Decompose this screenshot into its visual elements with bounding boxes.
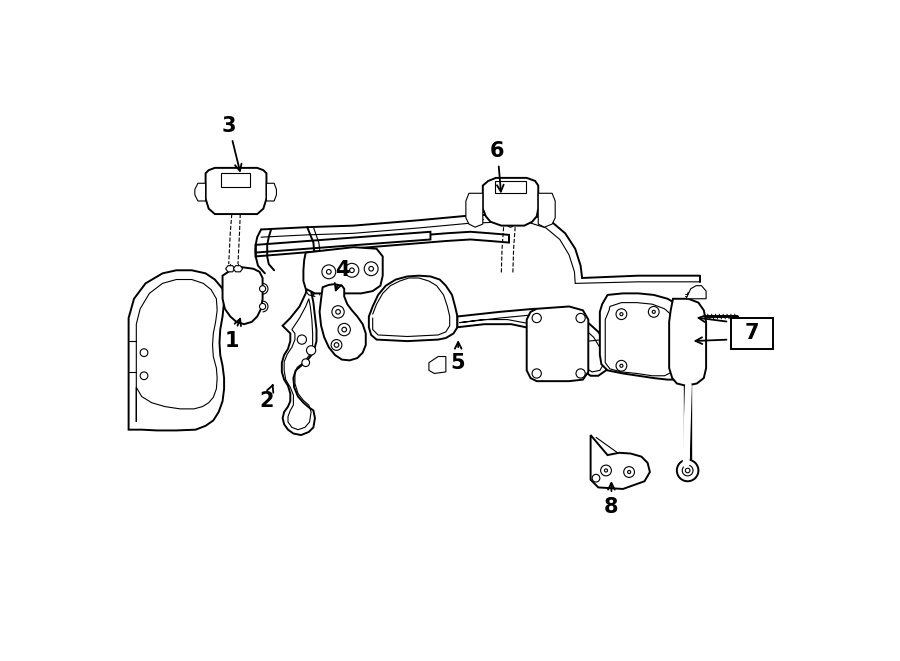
Circle shape — [140, 372, 148, 379]
Circle shape — [259, 286, 266, 292]
Circle shape — [349, 268, 355, 272]
Circle shape — [345, 263, 359, 277]
Circle shape — [508, 221, 514, 227]
Circle shape — [620, 313, 623, 316]
Polygon shape — [686, 286, 706, 299]
Circle shape — [677, 459, 698, 481]
Text: 8: 8 — [604, 483, 618, 517]
Text: 1: 1 — [224, 319, 241, 351]
Circle shape — [259, 303, 266, 309]
Circle shape — [620, 364, 623, 368]
Circle shape — [327, 270, 331, 274]
Polygon shape — [320, 284, 365, 360]
Circle shape — [627, 471, 631, 473]
Circle shape — [576, 313, 585, 323]
Polygon shape — [303, 247, 382, 293]
Circle shape — [307, 346, 316, 355]
Circle shape — [297, 335, 307, 344]
Polygon shape — [221, 173, 249, 187]
Polygon shape — [429, 356, 445, 373]
Polygon shape — [466, 193, 482, 227]
Circle shape — [576, 369, 585, 378]
Circle shape — [592, 475, 599, 482]
Text: 2: 2 — [259, 385, 274, 411]
Circle shape — [210, 200, 217, 208]
Circle shape — [652, 310, 655, 313]
Polygon shape — [590, 435, 650, 489]
Circle shape — [336, 309, 340, 314]
Text: 7: 7 — [744, 323, 759, 344]
Circle shape — [369, 266, 374, 271]
Polygon shape — [222, 267, 263, 324]
Circle shape — [532, 369, 541, 378]
Circle shape — [140, 349, 148, 356]
Polygon shape — [129, 270, 224, 430]
Circle shape — [332, 305, 344, 318]
Polygon shape — [226, 266, 235, 272]
Circle shape — [605, 469, 608, 472]
Circle shape — [685, 468, 690, 473]
Polygon shape — [282, 284, 317, 435]
Circle shape — [600, 465, 611, 476]
Circle shape — [322, 265, 336, 279]
Text: 6: 6 — [491, 141, 505, 192]
Polygon shape — [369, 276, 457, 341]
Circle shape — [648, 307, 659, 317]
Text: 4: 4 — [335, 260, 350, 290]
Polygon shape — [233, 266, 243, 272]
Circle shape — [342, 327, 346, 332]
Circle shape — [616, 309, 626, 319]
Polygon shape — [669, 299, 707, 386]
Bar — [731, 318, 773, 349]
Polygon shape — [194, 183, 205, 201]
Polygon shape — [205, 168, 266, 214]
Circle shape — [255, 200, 263, 208]
Polygon shape — [266, 183, 276, 201]
Circle shape — [302, 359, 310, 367]
Polygon shape — [256, 232, 430, 253]
Polygon shape — [482, 178, 538, 225]
Circle shape — [624, 467, 634, 477]
Circle shape — [338, 323, 350, 336]
Polygon shape — [538, 193, 555, 227]
Polygon shape — [526, 307, 589, 381]
Polygon shape — [599, 293, 686, 379]
Circle shape — [331, 340, 342, 350]
Polygon shape — [256, 232, 509, 256]
Circle shape — [682, 465, 693, 476]
Text: 3: 3 — [221, 116, 241, 171]
Text: 5: 5 — [451, 342, 465, 373]
Circle shape — [616, 360, 626, 371]
Circle shape — [532, 313, 541, 323]
Polygon shape — [495, 181, 526, 193]
Circle shape — [334, 342, 338, 347]
Circle shape — [364, 262, 378, 276]
Polygon shape — [457, 309, 609, 375]
